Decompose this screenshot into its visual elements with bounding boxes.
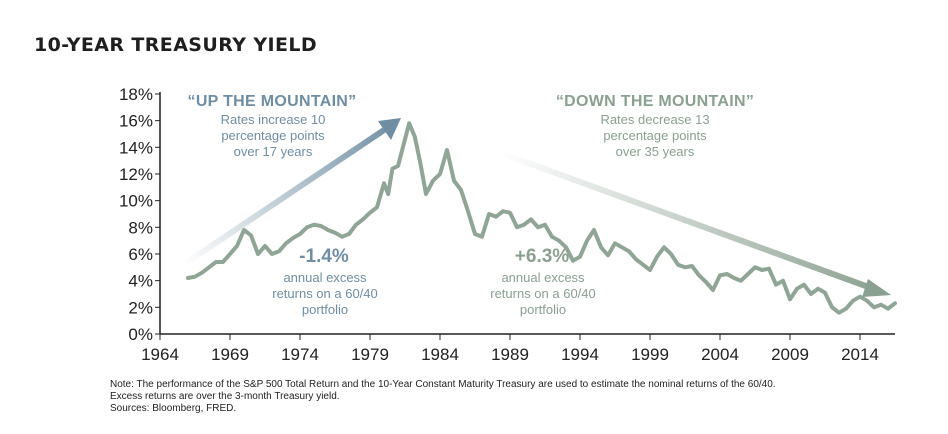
x-tick-label: 1999 xyxy=(631,345,669,364)
right-line-1: annual excess xyxy=(501,270,585,285)
x-tick-label: 2004 xyxy=(701,345,739,364)
down-arrow xyxy=(496,149,891,297)
y-tick-label: 12% xyxy=(119,165,153,184)
left-excess-return-annotation: -1.4% annual excess returns on a 60/40 p… xyxy=(272,246,378,317)
y-tick-label: 6% xyxy=(128,245,153,264)
note-line: Excess returns are over the 3-month Trea… xyxy=(110,391,340,402)
x-tick-label: 1989 xyxy=(491,345,529,364)
y-tick-label: 16% xyxy=(119,112,153,131)
x-axis-ticks: 1964 1969 1974 1979 1984 1989 1994 1999 2004 2009… xyxy=(141,334,879,364)
y-tick-label: 8% xyxy=(128,218,153,237)
x-tick-label: 2014 xyxy=(841,345,879,364)
right-line-3: portfolio xyxy=(520,302,566,317)
x-tick-label: 1964 xyxy=(141,345,179,364)
x-tick-label: 1984 xyxy=(421,345,459,364)
y-axis-ticks: 0% 2% 4% 6% 8% 10% 12% 14% 16% 18% xyxy=(119,85,160,344)
footnotes: Note: The performance of the S&P 500 Tot… xyxy=(110,379,930,415)
left-line-3: portfolio xyxy=(302,302,348,317)
yield-series-line xyxy=(186,121,897,315)
down-line-1: Rates decrease 13 xyxy=(600,112,709,127)
left-excess-value: -1.4% xyxy=(299,246,349,267)
treasury-yield-chart: 0%2%4%6%8%10%12%14%16%18% 1964 1969 1974 19… xyxy=(119,85,897,364)
left-line-1: annual excess xyxy=(283,270,367,285)
x-tick-label: 2009 xyxy=(771,345,809,364)
left-line-2: returns on a 60/40 xyxy=(272,286,378,301)
right-excess-value: +6.3% xyxy=(515,246,570,267)
up-title: “UP THE MOUNTAIN” xyxy=(188,93,357,110)
x-tick-label: 1969 xyxy=(211,345,249,364)
chart-title: 10-YEAR TREASURY YIELD xyxy=(34,34,318,56)
note-line: Note: The performance of the S&P 500 Tot… xyxy=(110,379,776,390)
y-tick-label: 10% xyxy=(119,192,153,211)
y-tick-label: 0% xyxy=(128,325,153,344)
up-line-3: over 17 years xyxy=(234,144,313,159)
down-the-mountain-annotation: “DOWN THE MOUNTAIN” Rates decrease 13 pe… xyxy=(556,93,754,159)
y-tick-label: 4% xyxy=(128,272,153,291)
up-line-1: Rates increase 10 xyxy=(221,112,326,127)
y-tick-label: 14% xyxy=(119,138,153,157)
up-arrow xyxy=(181,118,401,268)
right-line-2: returns on a 60/40 xyxy=(490,286,596,301)
x-tick-label: 1974 xyxy=(281,345,319,364)
up-the-mountain-annotation: “UP THE MOUNTAIN” Rates increase 10 perc… xyxy=(188,93,357,159)
down-line-2: percentage points xyxy=(603,128,707,143)
up-line-2: percentage points xyxy=(221,128,325,143)
x-tick-label: 1979 xyxy=(351,345,389,364)
x-tick-label: 1994 xyxy=(561,345,599,364)
sources-line: Sources: Bloomberg, FRED. xyxy=(110,403,237,414)
right-excess-return-annotation: +6.3% annual excess returns on a 60/40 p… xyxy=(490,246,596,317)
down-line-3: over 35 years xyxy=(616,144,695,159)
down-title: “DOWN THE MOUNTAIN” xyxy=(556,93,754,110)
y-tick-label: 18% xyxy=(119,85,153,104)
y-tick-label: 2% xyxy=(128,298,153,317)
